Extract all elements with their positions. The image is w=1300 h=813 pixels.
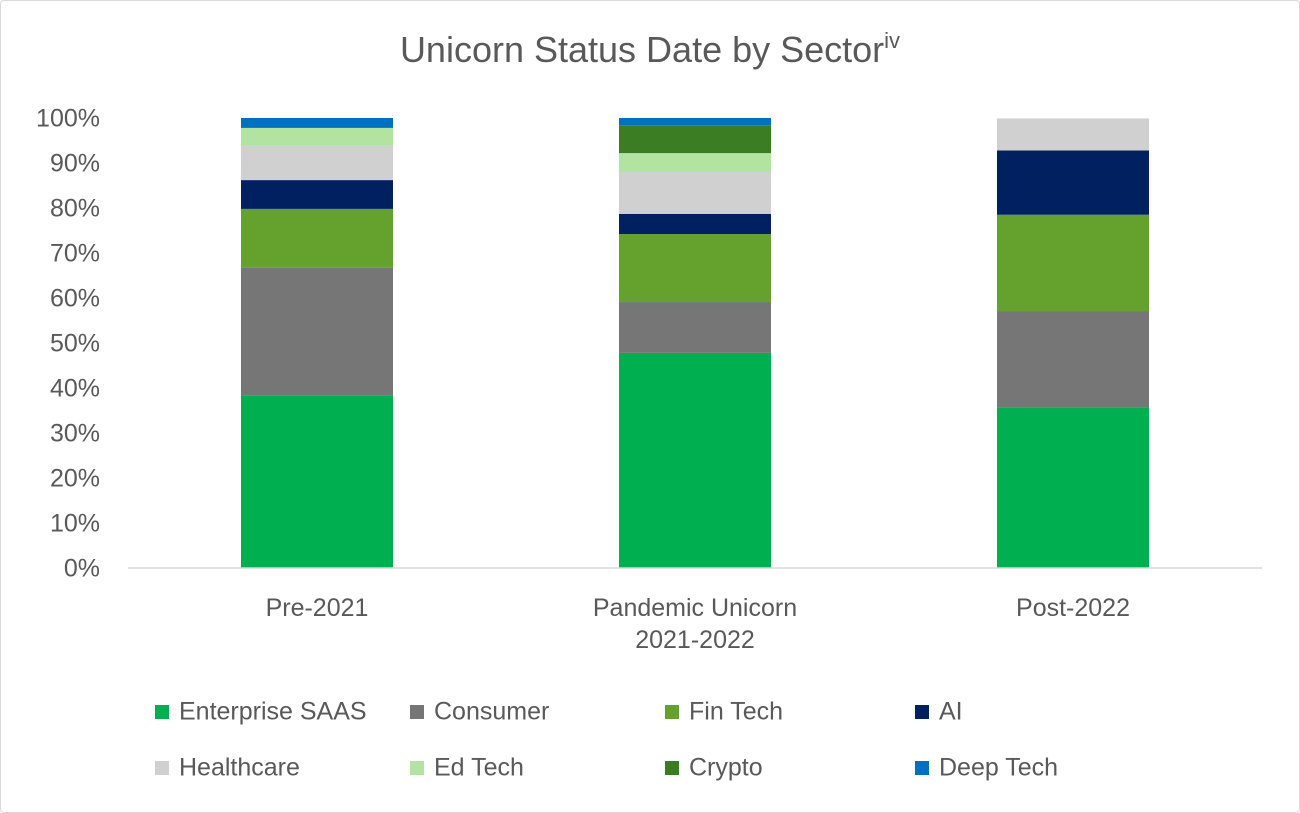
legend-swatch [155,705,169,719]
legend-swatch [410,761,424,775]
bar-segment [619,125,771,154]
y-tick-label: 70% [50,240,100,268]
y-tick-label: 0% [64,555,100,583]
title-note: iv [884,28,900,53]
bar-segment [619,352,771,568]
legend-label: AI [939,698,963,726]
legend-label: Crypto [689,754,763,782]
y-tick-label: 90% [50,150,100,178]
x-tick-label: Pre-2021 [265,594,369,622]
legend-label: Consumer [434,698,549,726]
bar-segment [619,302,771,353]
bar-segment [997,407,1149,568]
legend-label: Healthcare [179,754,300,782]
legend-label: Fin Tech [689,698,783,726]
bar-segment [241,145,393,181]
legend-swatch [915,761,929,775]
bar-segment [241,267,393,396]
y-tick-label: 40% [50,375,100,403]
bar-segment [619,213,771,235]
y-tick-label: 50% [50,330,100,358]
x-tick-label: Pandemic Unicorn 2021-2022 [592,594,798,654]
bar-segment [997,214,1149,312]
y-tick-label: 100% [36,105,100,133]
bar-segment [241,180,393,209]
x-tick-label: Post-2022 [1016,594,1130,622]
chart-title: Unicorn Status Date by Sectoriv [400,28,900,70]
legend-label: Ed Tech [434,754,524,782]
legend-swatch [915,705,929,719]
legend-label: Enterprise SAAS [179,698,367,726]
bar-segment [619,234,771,303]
bar-segment [241,395,393,568]
title-text: Unicorn Status Date by Sector [400,29,884,70]
bar-segment [241,127,393,146]
legend-label: Deep Tech [939,754,1058,782]
y-tick-label: 30% [50,420,100,448]
bar-segment [619,172,771,214]
y-tick-label: 80% [50,195,100,223]
bar-segment [241,118,393,128]
bar-segment [997,311,1149,408]
bar-segment [241,208,393,268]
legend-swatch [410,705,424,719]
legend-swatch [665,705,679,719]
legend-swatch [155,761,169,775]
bar-segment [997,118,1149,151]
legend-swatch [665,761,679,775]
bar-segment [619,118,771,126]
y-tick-label: 60% [50,285,100,313]
bar-segment [619,153,771,172]
y-tick-label: 10% [50,510,100,538]
bar-segment [997,150,1149,215]
y-tick-label: 20% [50,465,100,493]
